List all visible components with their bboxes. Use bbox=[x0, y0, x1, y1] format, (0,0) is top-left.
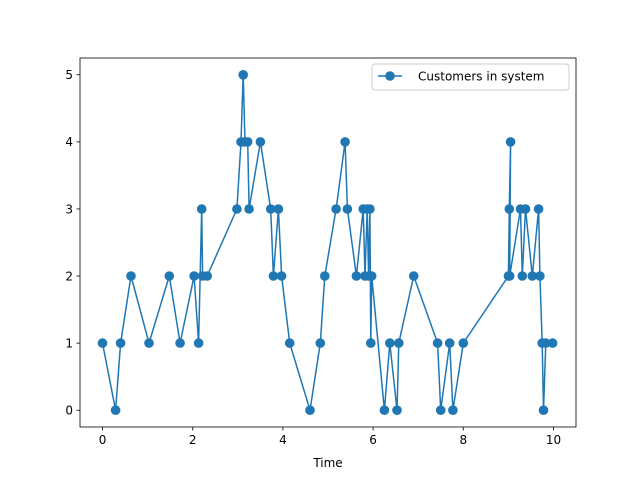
x-tick-label: 8 bbox=[459, 433, 467, 447]
legend: Customers in system bbox=[371, 63, 570, 91]
plot-frame bbox=[79, 57, 577, 428]
data-point bbox=[504, 271, 515, 281]
data-point bbox=[535, 271, 545, 281]
y-tick-label: 4 bbox=[65, 135, 73, 149]
data-point bbox=[379, 405, 390, 416]
data-point bbox=[435, 405, 446, 416]
x-axis-label: Time bbox=[312, 456, 342, 470]
data-point bbox=[340, 137, 350, 147]
data-point bbox=[276, 271, 287, 281]
x-tick-label: 10 bbox=[546, 433, 561, 447]
data-point bbox=[284, 338, 295, 348]
data-point bbox=[244, 204, 254, 214]
data-point bbox=[315, 338, 326, 348]
data-point bbox=[202, 271, 212, 281]
data-point bbox=[366, 338, 376, 348]
y-axis: 0 1 2 3 4 5 bbox=[65, 68, 80, 418]
data-point bbox=[408, 271, 419, 281]
data-point bbox=[448, 405, 458, 416]
y-tick-label: 2 bbox=[65, 269, 73, 283]
legend-box bbox=[371, 63, 570, 91]
data-point bbox=[392, 405, 402, 416]
data-point bbox=[97, 338, 108, 348]
data-point bbox=[342, 204, 353, 214]
data-point bbox=[126, 271, 136, 281]
data-point bbox=[331, 204, 341, 214]
x-tick-label: 0 bbox=[99, 433, 107, 447]
data-point bbox=[538, 405, 549, 416]
data-point bbox=[458, 338, 469, 348]
data-point bbox=[444, 338, 455, 348]
data-point bbox=[541, 338, 551, 348]
y-tick-label: 5 bbox=[65, 68, 73, 82]
data-point bbox=[517, 271, 528, 281]
x-axis: 0 2 4 6 8 10 bbox=[99, 427, 561, 447]
data-point bbox=[268, 271, 279, 281]
data-point bbox=[320, 271, 330, 281]
x-tick-label: 6 bbox=[369, 433, 377, 447]
data-point bbox=[432, 338, 443, 348]
data-point bbox=[242, 137, 253, 147]
data-point bbox=[365, 204, 375, 214]
data-point bbox=[110, 405, 121, 416]
data-point bbox=[196, 204, 207, 214]
data-point bbox=[265, 204, 276, 214]
data-point bbox=[193, 338, 204, 348]
data-point bbox=[238, 70, 248, 80]
legend-marker bbox=[385, 71, 395, 81]
x-tick-label: 4 bbox=[279, 433, 287, 447]
data-point bbox=[385, 338, 395, 348]
data-point bbox=[527, 271, 538, 281]
series-layer bbox=[97, 70, 558, 416]
data-point bbox=[351, 271, 362, 281]
data-point bbox=[273, 204, 284, 214]
data-point bbox=[175, 338, 185, 348]
data-point bbox=[305, 405, 315, 416]
data-point bbox=[504, 204, 515, 214]
data-point bbox=[232, 204, 242, 214]
y-tick-label: 1 bbox=[65, 336, 73, 350]
data-point bbox=[164, 271, 175, 281]
data-point bbox=[505, 137, 516, 147]
data-point bbox=[520, 204, 531, 214]
data-point bbox=[144, 338, 154, 348]
y-tick-label: 3 bbox=[65, 202, 73, 216]
data-point bbox=[366, 271, 377, 281]
data-point bbox=[394, 338, 404, 348]
data-point bbox=[547, 338, 558, 348]
y-tick-label: 0 bbox=[65, 404, 73, 418]
legend-label: Customers in system bbox=[418, 70, 545, 84]
data-point bbox=[533, 204, 544, 214]
x-tick-label: 2 bbox=[189, 433, 197, 447]
plot-area bbox=[80, 58, 576, 427]
data-point bbox=[189, 271, 199, 281]
data-point bbox=[255, 137, 266, 147]
data-point bbox=[115, 338, 126, 348]
